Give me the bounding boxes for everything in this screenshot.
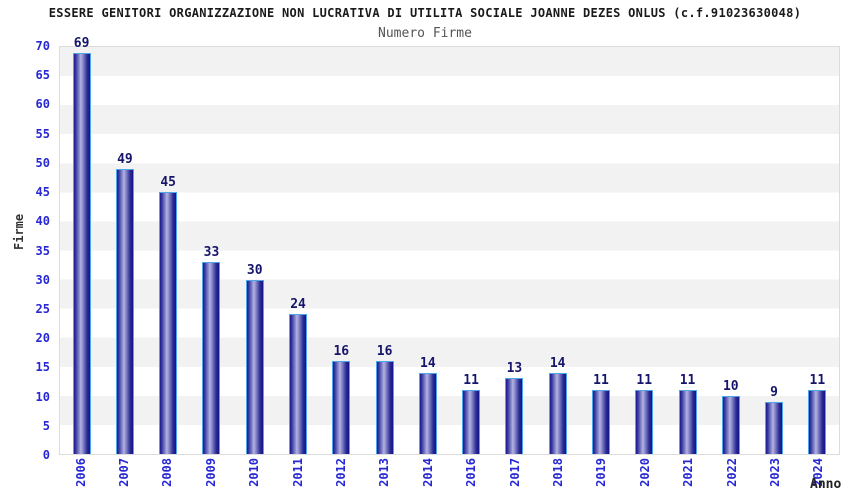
chart-subtitle: Numero Firme: [378, 26, 472, 41]
bar-2011: [289, 314, 308, 454]
x-tick-text-2011: 2011: [290, 458, 305, 487]
x-tick-text-2020: 2020: [637, 458, 652, 487]
bar-2020: [635, 390, 654, 454]
x-tick-text-2013: 2013: [377, 458, 392, 487]
bar-2008: [159, 192, 178, 454]
x-tick-text-2018: 2018: [550, 458, 565, 487]
bar-2013: [375, 360, 394, 454]
x-tick-2019: 2019: [594, 458, 608, 487]
y-tick-0: 0: [42, 448, 50, 462]
x-tick-2021: 2021: [681, 458, 695, 487]
bar-value-2023: 9: [770, 384, 778, 400]
bar-value-2010: 30: [246, 262, 263, 278]
bar-value-2009: 33: [203, 245, 220, 261]
bar-value-2018: 14: [549, 355, 566, 371]
y-tick-40: 40: [35, 214, 50, 229]
bar-2022: [721, 395, 740, 454]
y-tick-50: 50: [35, 155, 50, 170]
bar-2009: [202, 262, 221, 454]
x-tick-2011: 2011: [291, 458, 305, 487]
bar-value-2020: 11: [636, 373, 653, 389]
bar-value-2007: 49: [117, 152, 133, 168]
bar-value-2016: 11: [463, 373, 479, 389]
bar-value-2019: 11: [593, 373, 609, 389]
bar-2014: [418, 372, 437, 454]
y-tick-15: 15: [35, 360, 50, 375]
bar-value-2024: 11: [809, 373, 826, 389]
bar-value-2008: 45: [160, 175, 177, 191]
bar-2010: [245, 279, 264, 454]
x-tick-text-2017: 2017: [507, 458, 522, 487]
bar-value-2022: 10: [722, 378, 739, 394]
x-tick-text-2008: 2008: [160, 458, 175, 487]
y-tick-5: 5: [42, 418, 50, 433]
x-tick-2012: 2012: [334, 458, 348, 487]
x-tick-2018: 2018: [551, 458, 565, 487]
x-tick-text-2016: 2016: [464, 458, 479, 487]
bar-value-2006: 69: [73, 35, 90, 51]
x-tick-text-2006: 2006: [73, 458, 88, 487]
x-tick-text-2021: 2021: [681, 458, 696, 487]
x-tick-text-2022: 2022: [724, 458, 739, 487]
bar-2024: [808, 390, 827, 454]
x-tick-2023: 2023: [768, 458, 782, 487]
x-tick-2013: 2013: [377, 458, 391, 487]
x-tick-2017: 2017: [508, 458, 522, 487]
x-tick-text-2012: 2012: [334, 458, 349, 487]
x-tick-2016: 2016: [464, 458, 478, 487]
bar-value-2011: 24: [290, 297, 306, 313]
bar-value-2021: 11: [679, 373, 696, 389]
x-tick-text-2007: 2007: [117, 458, 132, 487]
y-tick-20: 20: [35, 331, 50, 346]
chart-title: ESSERE GENITORI ORGANIZZAZIONE NON LUCRA…: [48, 6, 802, 20]
y-tick-65: 65: [35, 68, 50, 83]
x-tick-text-2014: 2014: [420, 458, 435, 487]
x-tick-text-2023: 2023: [767, 458, 782, 487]
bar-value-2012: 16: [333, 343, 350, 359]
y-tick-55: 55: [35, 126, 50, 141]
bar-value-2013: 16: [376, 343, 393, 359]
bar-2016: [462, 390, 481, 454]
bar-value-2014: 14: [420, 355, 436, 371]
y-tick-35: 35: [35, 243, 50, 258]
bar-2017: [505, 378, 524, 454]
bar-2019: [591, 390, 610, 454]
y-tick-30: 30: [35, 272, 50, 287]
y-tick-45: 45: [35, 185, 50, 200]
x-tick-2009: 2009: [204, 458, 218, 487]
x-tick-2008: 2008: [160, 458, 174, 487]
bar-2007: [115, 169, 134, 454]
x-axis-tick-labels: 2006 2007 2008 2009 2010 2011 2012 2013 2014 2016…: [59, 458, 840, 498]
x-tick-text-2010: 2010: [247, 458, 262, 487]
bar-2023: [765, 401, 784, 454]
x-tick-2010: 2010: [247, 458, 261, 487]
bar-2006: [72, 52, 91, 454]
x-tick-2007: 2007: [117, 458, 131, 487]
bar-2012: [332, 360, 351, 454]
y-tick-60: 60: [35, 97, 50, 112]
bar-2021: [678, 390, 697, 454]
plot-area: 69 49 45 33 30 24 16 16 14 11 13 14 11 11 11 10 9 11: [59, 36, 840, 455]
x-tick-2006: 2006: [74, 458, 88, 487]
bar-value-2017: 13: [506, 361, 523, 377]
x-tick-text-2009: 2009: [203, 458, 218, 487]
y-tick-70: 70: [35, 39, 50, 53]
bar-2018: [548, 372, 567, 454]
x-tick-2022: 2022: [725, 458, 739, 487]
x-tick-2014: 2014: [421, 458, 435, 487]
y-tick-10: 10: [35, 389, 50, 404]
x-tick-2020: 2020: [638, 458, 652, 487]
x-axis-label: Anno: [810, 477, 842, 492]
x-tick-text-2019: 2019: [594, 458, 609, 487]
y-tick-25: 25: [35, 301, 50, 316]
